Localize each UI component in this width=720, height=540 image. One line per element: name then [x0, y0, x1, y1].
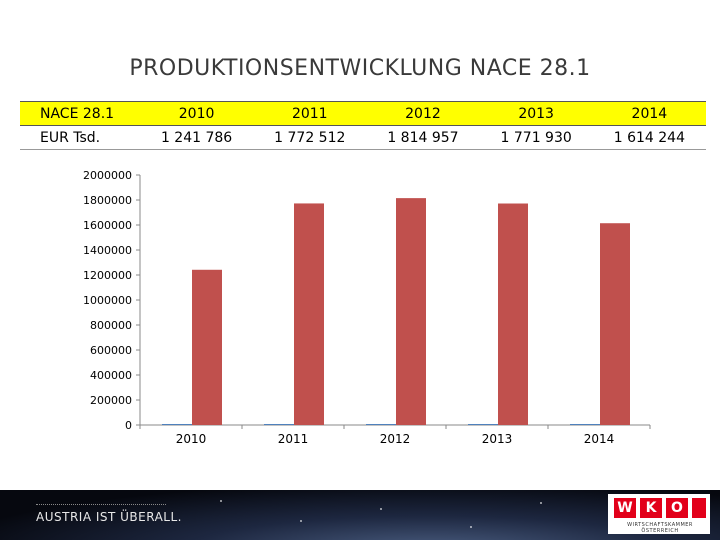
table-header-cell: 2012 — [366, 101, 480, 126]
y-tick-label: 600000 — [90, 344, 132, 357]
slide-title: PRODUKTIONSENTWICKLUNG NACE 28.1 — [129, 56, 591, 81]
bar-series-1 — [162, 424, 192, 425]
y-tick-label: 1000000 — [83, 294, 132, 307]
bar-series-2 — [294, 203, 324, 425]
x-tick-label: 2011 — [278, 432, 309, 446]
x-tick-label: 2010 — [176, 432, 207, 446]
bar-series-1 — [570, 424, 600, 425]
star-decoration — [470, 526, 472, 528]
star-decoration — [220, 500, 222, 502]
bar-series-2 — [192, 269, 222, 425]
bar-series-1 — [264, 424, 294, 425]
y-tick-label: 1400000 — [83, 244, 132, 257]
table-cell: 1 241 786 — [140, 125, 254, 150]
star-decoration — [540, 502, 542, 504]
x-tick-label: 2012 — [380, 432, 411, 446]
wko-logo: W K O WIRTSCHAFTSKAMMER ÖSTERREICH — [608, 494, 710, 534]
x-tick-label: 2014 — [584, 432, 615, 446]
table-header-cell: NACE 28.1 — [20, 101, 140, 126]
logo-letter: O — [666, 498, 688, 518]
table-row: EUR Tsd. 1 241 786 1 772 512 1 814 957 1… — [20, 125, 706, 150]
production-table: NACE 28.1 2010 2011 2012 2013 2014 EUR T… — [20, 101, 706, 150]
footer-slogan: AUSTRIA IST ÜBERALL. — [36, 510, 182, 524]
table-cell: 1 814 957 — [366, 125, 480, 150]
logo-subtext: WIRTSCHAFTSKAMMER ÖSTERREICH — [627, 522, 693, 534]
y-tick-label: 2000000 — [83, 169, 132, 182]
bar-series-1 — [366, 424, 396, 425]
star-decoration — [380, 508, 382, 510]
logo-letter: K — [640, 498, 662, 518]
bar-series-2 — [498, 203, 528, 425]
bar-chart: 0 200000 400000 600000 800000 1000000 1200000 1… — [83, 169, 651, 446]
slogan-divider — [36, 504, 166, 505]
table-header-cell: 2013 — [479, 101, 593, 126]
table-header-cell: 2010 — [140, 101, 254, 126]
logo-letter: W — [614, 498, 636, 518]
star-decoration — [300, 520, 302, 522]
y-tick-label: 1800000 — [83, 194, 132, 207]
table-header-cell: 2011 — [253, 101, 367, 126]
table-cell: 1 614 244 — [592, 125, 706, 150]
footer-banner: AUSTRIA IST ÜBERALL. W K O WIRTSCHAFTSKA… — [0, 490, 720, 540]
y-tick-label: 200000 — [90, 394, 132, 407]
table-cell: 1 771 930 — [479, 125, 593, 150]
y-tick-label: 0 — [125, 419, 132, 432]
table-header-row: NACE 28.1 2010 2011 2012 2013 2014 — [20, 101, 706, 126]
table-cell: 1 772 512 — [253, 125, 367, 150]
logo-mark — [692, 498, 706, 518]
bar-series-1 — [468, 424, 498, 425]
bar-series-2 — [396, 198, 426, 425]
y-tick-label: 1600000 — [83, 219, 132, 232]
table-header-cell: 2014 — [592, 101, 706, 126]
y-tick-label: 1200000 — [83, 269, 132, 282]
y-tick-label: 800000 — [90, 319, 132, 332]
x-tick-label: 2013 — [482, 432, 513, 446]
bar-series-2 — [600, 223, 630, 425]
y-tick-label: 400000 — [90, 369, 132, 382]
table-cell: EUR Tsd. — [20, 125, 140, 150]
